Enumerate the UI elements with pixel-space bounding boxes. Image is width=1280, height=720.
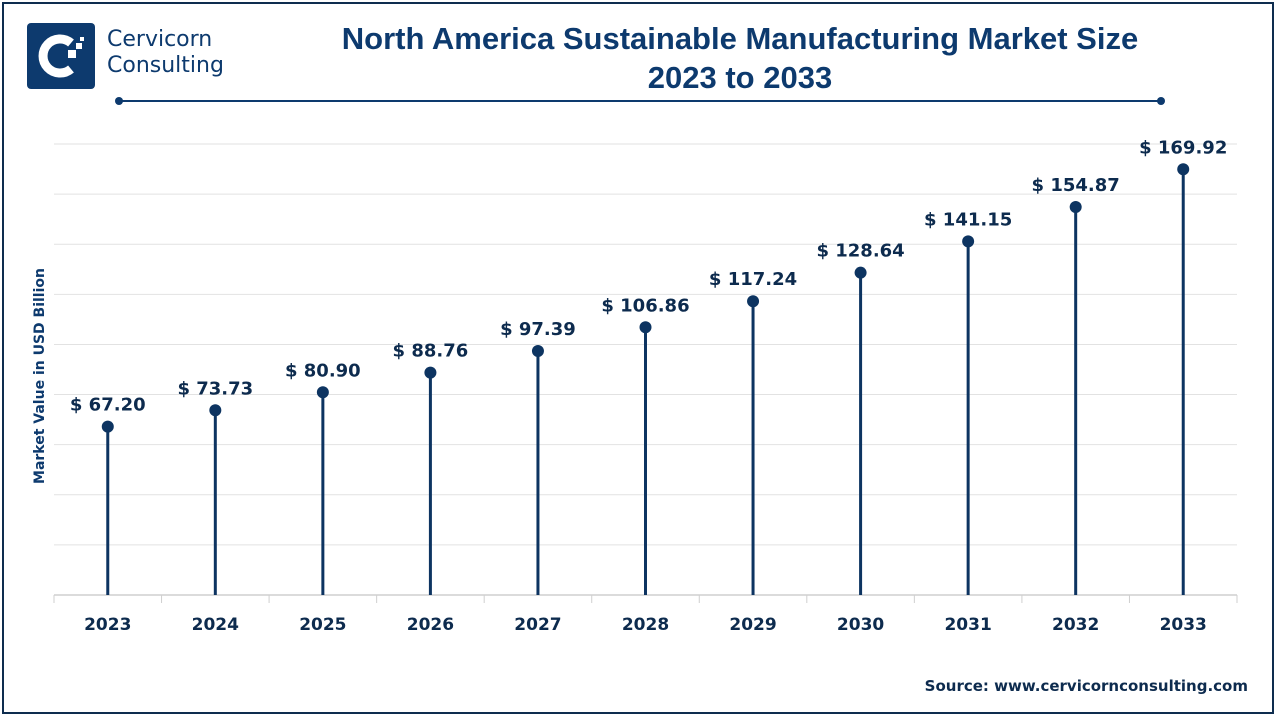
lollipop-dot (424, 366, 437, 379)
x-tick-label: 2032 (1052, 615, 1099, 635)
x-tick-label: 2024 (192, 615, 239, 635)
data-label: $ 80.90 (285, 360, 361, 381)
title-divider (119, 100, 1161, 102)
brand-line-1: Cervicorn (107, 27, 213, 52)
data-labels: $ 67.20 $ 73.73 $ 80.90 $ 88.76 $ 97.39 $ 106… (70, 137, 1227, 415)
lollipop-dot (531, 344, 544, 357)
x-tick-label: 2033 (1160, 615, 1207, 635)
lollipop-dot (209, 404, 222, 417)
divider-dot-right (1157, 97, 1165, 105)
x-tick-label: 2031 (944, 615, 991, 635)
lollipop-dot (747, 295, 760, 308)
brand-name: Cervicorn Consulting (107, 27, 224, 79)
lollipop-dot (101, 420, 114, 433)
lollipop-dot (1177, 163, 1190, 176)
x-tick-label: 2026 (407, 615, 454, 635)
x-tick-label: 2030 (837, 615, 884, 635)
data-label: $ 128.64 (816, 241, 904, 262)
lollipop-dot (316, 386, 329, 399)
lollipop-series (101, 163, 1190, 595)
data-label: $ 141.15 (924, 209, 1012, 230)
cervicorn-c-logo-icon (38, 34, 84, 78)
x-axis (53, 594, 1238, 603)
divider-dot-left (115, 97, 123, 105)
data-label: $ 169.92 (1139, 137, 1227, 158)
chart-title: North America Sustainable Manufacturing … (341, 21, 1139, 56)
data-label: $ 97.39 (500, 319, 576, 340)
lollipop-dot (962, 235, 975, 248)
chart-subtitle: 2023 to 2033 (647, 60, 833, 95)
x-tick-label: 2025 (299, 615, 346, 635)
data-label: $ 73.73 (177, 378, 253, 399)
brand-line-2: Consulting (107, 53, 224, 78)
source-note: Source: www.cervicornconsulting.com (924, 677, 1248, 695)
data-label: $ 106.86 (601, 295, 689, 316)
x-tick-label: 2023 (84, 615, 131, 635)
data-label: $ 154.87 (1032, 175, 1120, 196)
lollipop-dot (639, 321, 652, 334)
x-tick-labels: 2023 2024 2025 2026 2027 2028 2029 2030 2031 2032… (84, 615, 1207, 635)
lollipop-dot (1069, 200, 1082, 213)
data-label: $ 88.76 (393, 341, 469, 362)
data-label: $ 67.20 (70, 395, 146, 416)
x-tick-label: 2028 (622, 615, 669, 635)
lollipop-dot (854, 266, 867, 279)
x-tick-label: 2027 (514, 615, 561, 635)
x-tick-label: 2029 (729, 615, 776, 635)
brand-logo (27, 23, 95, 89)
data-label: $ 117.24 (709, 269, 797, 290)
